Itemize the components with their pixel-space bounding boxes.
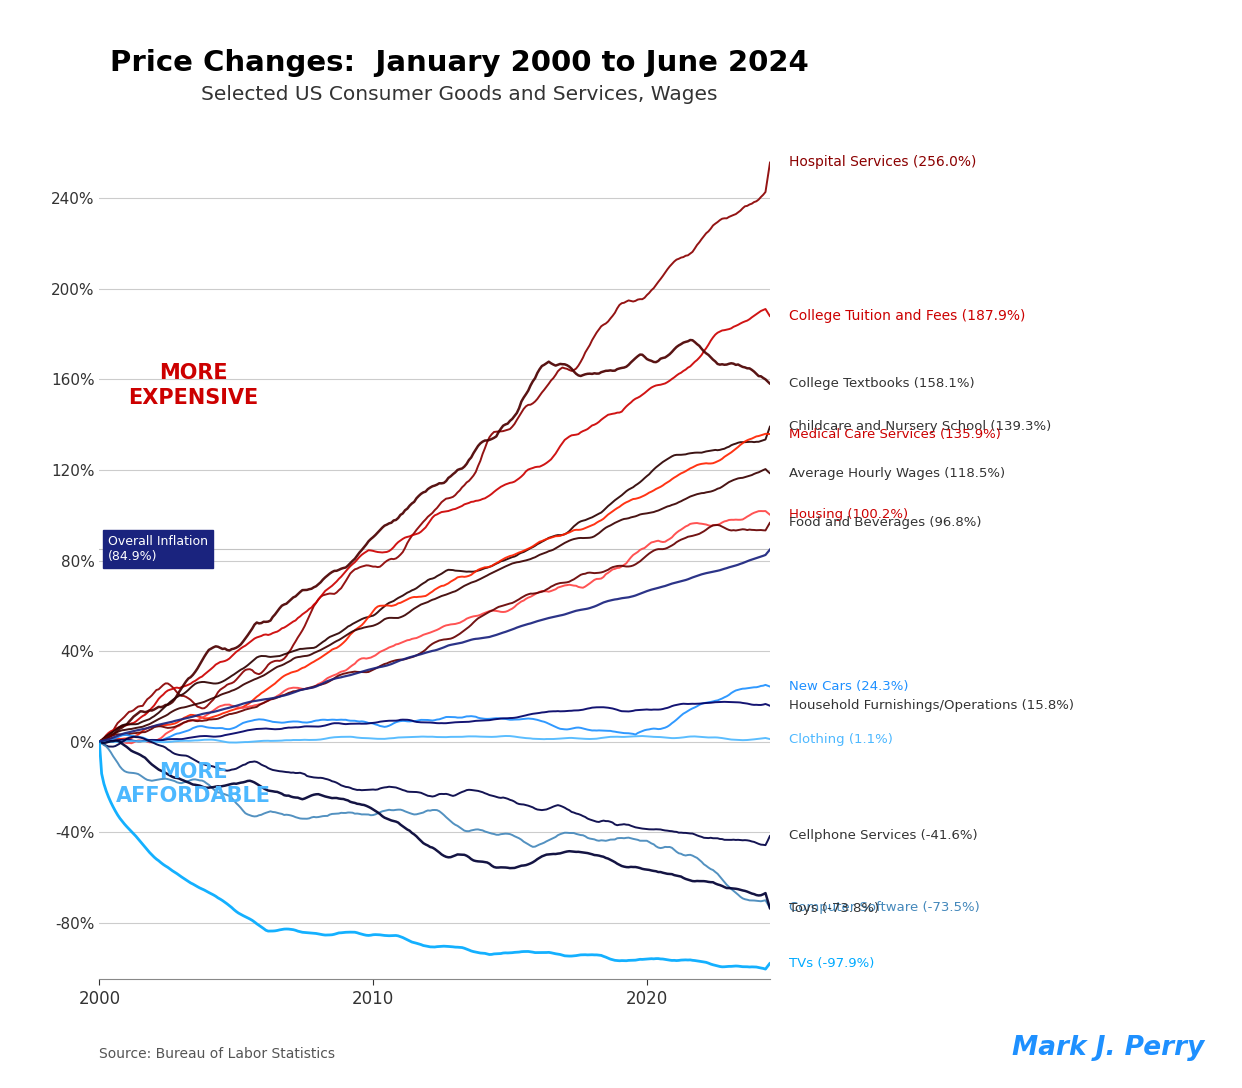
Text: New Cars (24.3%): New Cars (24.3%) [789,680,908,693]
Text: MORE
EXPENSIVE: MORE EXPENSIVE [128,362,258,408]
Text: Cellphone Services (-41.6%): Cellphone Services (-41.6%) [789,829,977,842]
Text: Average Hourly Wages (118.5%): Average Hourly Wages (118.5%) [789,467,1005,480]
Text: Housing (100.2%): Housing (100.2%) [789,508,908,521]
Text: Computer Software (-73.5%): Computer Software (-73.5%) [789,902,980,914]
Text: Mark J. Perry: Mark J. Perry [1012,1035,1205,1061]
Text: Medical Care Services (135.9%): Medical Care Services (135.9%) [789,428,1001,441]
Text: Household Furnishings/Operations (15.8%): Household Furnishings/Operations (15.8%) [789,700,1073,713]
Text: College Tuition and Fees (187.9%): College Tuition and Fees (187.9%) [789,309,1025,323]
Text: Hospital Services (256.0%): Hospital Services (256.0%) [789,156,976,170]
Text: Overall Inflation
(84.9%): Overall Inflation (84.9%) [108,535,207,564]
Text: Childcare and Nursery School (139.3%): Childcare and Nursery School (139.3%) [789,420,1051,433]
Text: Clothing (1.1%): Clothing (1.1%) [789,732,893,745]
Text: Selected US Consumer Goods and Services, Wages: Selected US Consumer Goods and Services,… [201,85,718,103]
Text: TVs (-97.9%): TVs (-97.9%) [789,956,874,969]
Text: MORE
AFFORDABLE: MORE AFFORDABLE [116,762,271,806]
Text: Price Changes:  January 2000 to June 2024: Price Changes: January 2000 to June 2024 [111,49,809,77]
Text: Food and Beverages (96.8%): Food and Beverages (96.8%) [789,516,981,529]
Text: Toys (-73.8%): Toys (-73.8%) [789,902,879,915]
Text: College Textbooks (158.1%): College Textbooks (158.1%) [789,378,974,391]
Text: Source: Bureau of Labor Statistics: Source: Bureau of Labor Statistics [99,1047,335,1061]
